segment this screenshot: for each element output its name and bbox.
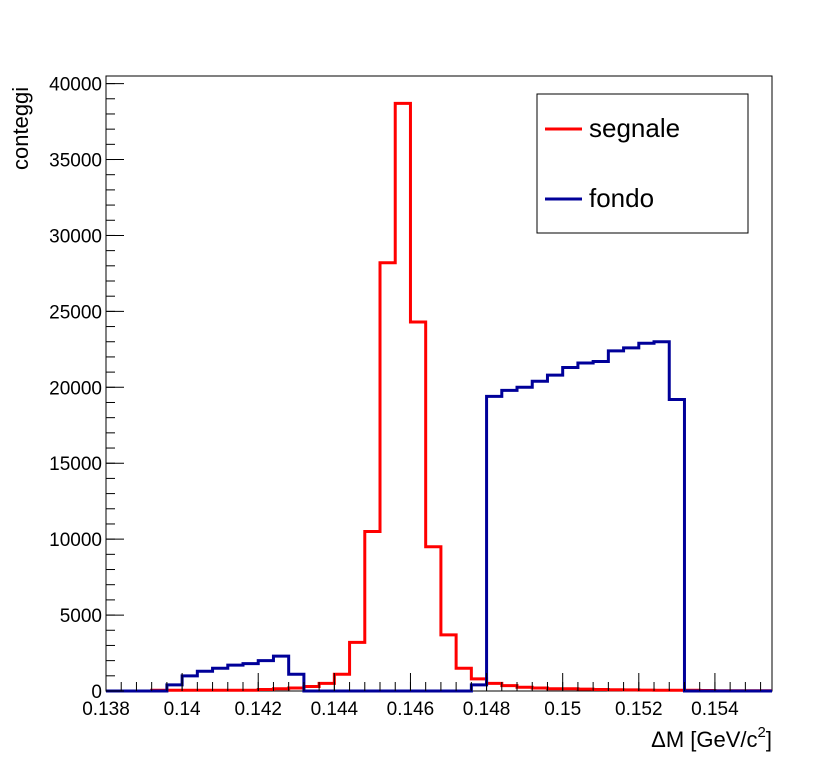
y-tick-label: 0 bbox=[91, 682, 102, 703]
y-tick-label: 10000 bbox=[49, 530, 102, 551]
legend-box bbox=[536, 93, 749, 234]
x-tick-label: 0.152 bbox=[615, 699, 663, 720]
legend-label-segnale: segnale bbox=[589, 113, 680, 143]
y-tick-label: 5000 bbox=[60, 606, 102, 627]
y-tick-label: 40000 bbox=[49, 75, 102, 96]
y-tick-label: 25000 bbox=[49, 302, 102, 323]
y-axis: 0 5000 10000 15000 20000 25000 30000 35000 40000 bbox=[49, 75, 124, 703]
x-tick-label: 0.142 bbox=[234, 699, 282, 720]
y-tick-label: 30000 bbox=[49, 226, 102, 247]
y-axis-label: conteggi bbox=[8, 87, 33, 170]
x-axis-label-sup: 2 bbox=[758, 724, 766, 741]
legend: segnale fondo bbox=[536, 93, 749, 234]
x-tick-label: 0.138 bbox=[82, 699, 130, 720]
y-tick-label: 20000 bbox=[49, 378, 102, 399]
x-axis-label: ΔM [GeV/c2] bbox=[651, 724, 772, 752]
x-axis-label-suffix: ] bbox=[766, 727, 772, 752]
x-tick-label: 0.14 bbox=[164, 699, 201, 720]
x-tick-label: 0.15 bbox=[544, 699, 581, 720]
series-line-fondo bbox=[106, 340, 772, 693]
y-tick-label: 15000 bbox=[49, 454, 102, 475]
x-tick-label: 0.144 bbox=[311, 699, 359, 720]
x-axis-label-main: ΔM [GeV/c bbox=[651, 727, 757, 752]
x-axis: 0.138 0.14 0.142 0.144 0.146 0.148 0.15 0.152 0.… bbox=[82, 673, 762, 720]
legend-label-fondo: fondo bbox=[589, 183, 654, 213]
y-tick-label: 35000 bbox=[49, 151, 102, 172]
x-tick-label: 0.148 bbox=[463, 699, 511, 720]
x-tick-label: 0.154 bbox=[691, 699, 739, 720]
x-tick-label: 0.146 bbox=[387, 699, 435, 720]
